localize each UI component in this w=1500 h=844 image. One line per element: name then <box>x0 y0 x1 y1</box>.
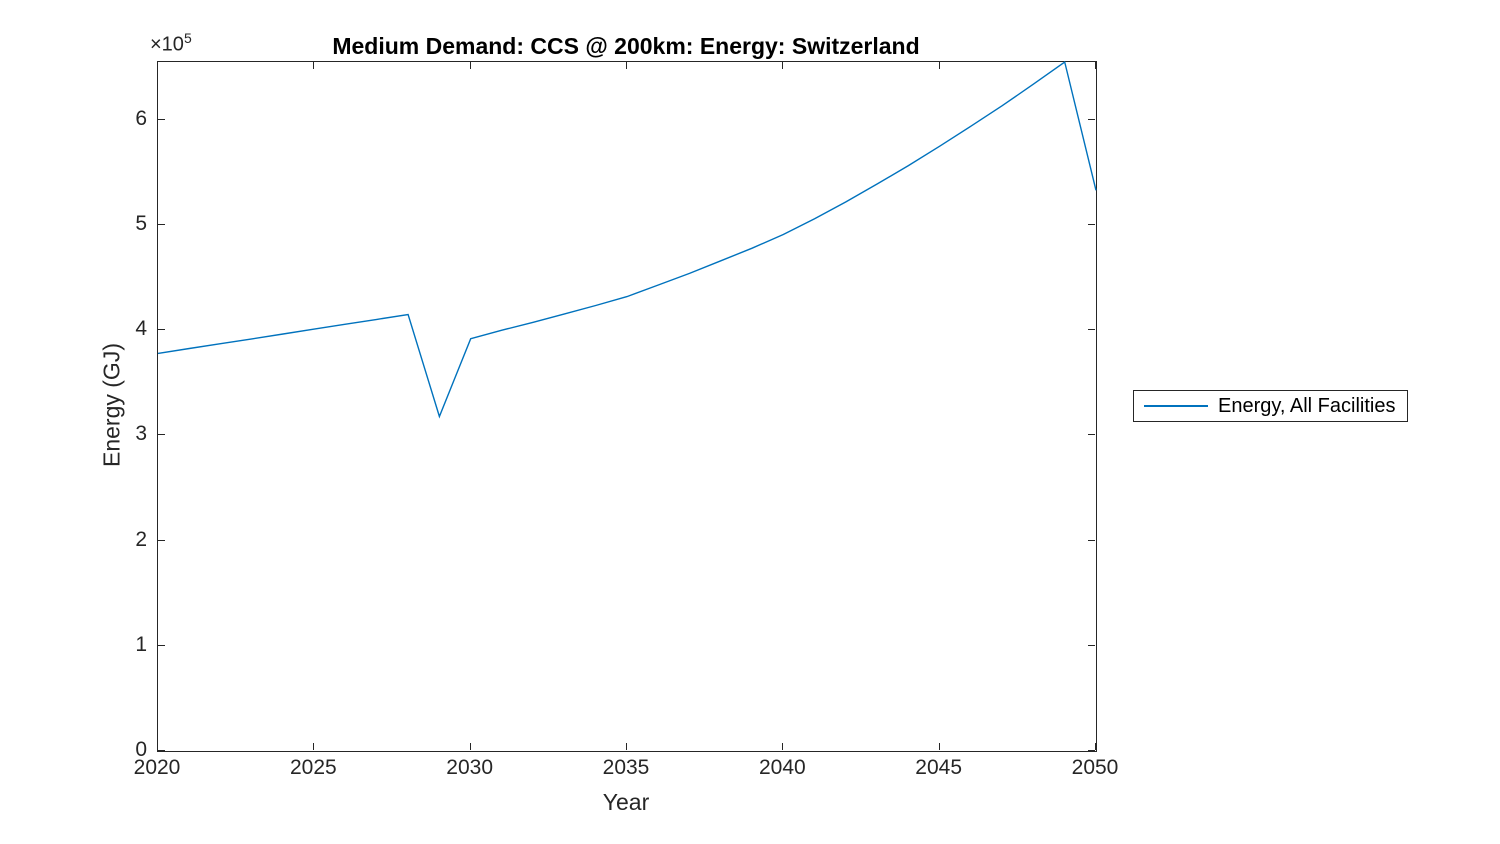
x-tick-label: 2040 <box>758 756 806 779</box>
tick-mark <box>1088 224 1095 226</box>
tick-mark <box>1088 118 1095 120</box>
y-axis-multiplier-exponent: 5 <box>183 30 192 46</box>
y-tick-label: 3 <box>135 422 147 446</box>
tick-mark <box>938 743 940 750</box>
x-tick-label: 2020 <box>133 756 181 779</box>
x-axis-label: Year <box>602 789 650 815</box>
tick-mark <box>782 743 784 750</box>
y-tick-label: 6 <box>135 106 147 130</box>
y-axis-multiplier-base: ×10 <box>150 33 184 56</box>
tick-mark <box>1095 743 1096 750</box>
tick-mark <box>157 62 158 69</box>
tick-mark <box>469 62 471 69</box>
tick-mark <box>313 743 315 750</box>
energy-line <box>157 60 1097 419</box>
tick-mark <box>1088 750 1095 751</box>
tick-mark <box>782 62 784 69</box>
tick-mark <box>157 743 158 750</box>
tick-mark <box>938 62 940 69</box>
y-tick-label: 0 <box>135 738 147 761</box>
tick-mark <box>158 644 165 646</box>
tick-mark <box>1088 329 1095 331</box>
tick-mark <box>1088 539 1095 541</box>
tick-mark <box>158 329 165 331</box>
chart-title: Medium Demand: CCS @ 200km: Energy: Swit… <box>332 33 920 59</box>
tick-mark <box>158 539 165 541</box>
tick-mark <box>158 118 165 120</box>
tick-mark <box>1095 62 1096 69</box>
tick-mark <box>1088 434 1095 436</box>
y-axis-label: Energy (GJ) <box>98 343 125 467</box>
y-axis-multiplier: ×105 <box>150 30 192 57</box>
y-tick-label: 1 <box>135 632 147 656</box>
x-tick-label: 2045 <box>915 756 963 779</box>
tick-mark <box>158 750 165 751</box>
tick-mark <box>626 62 627 69</box>
tick-mark <box>1088 644 1095 646</box>
x-tick-label: 2025 <box>289 756 337 779</box>
y-tick-label: 4 <box>135 317 147 341</box>
tick-mark <box>158 434 165 436</box>
y-tick-label: 5 <box>135 212 147 236</box>
legend-line-sample <box>1144 405 1208 407</box>
x-tick-label: 2050 <box>1071 756 1119 779</box>
x-tick-label: 2030 <box>446 756 494 779</box>
tick-mark <box>469 743 471 750</box>
tick-mark <box>626 743 627 750</box>
legend: Energy, All Facilities <box>1133 390 1409 422</box>
y-tick-label: 2 <box>135 527 147 551</box>
tick-mark <box>313 62 315 69</box>
energy-line-svg <box>157 60 1097 419</box>
legend-item-label: Energy, All Facilities <box>1218 394 1396 417</box>
tick-mark <box>158 224 165 226</box>
x-tick-label: 2035 <box>602 756 650 779</box>
plot-area <box>157 60 1097 752</box>
